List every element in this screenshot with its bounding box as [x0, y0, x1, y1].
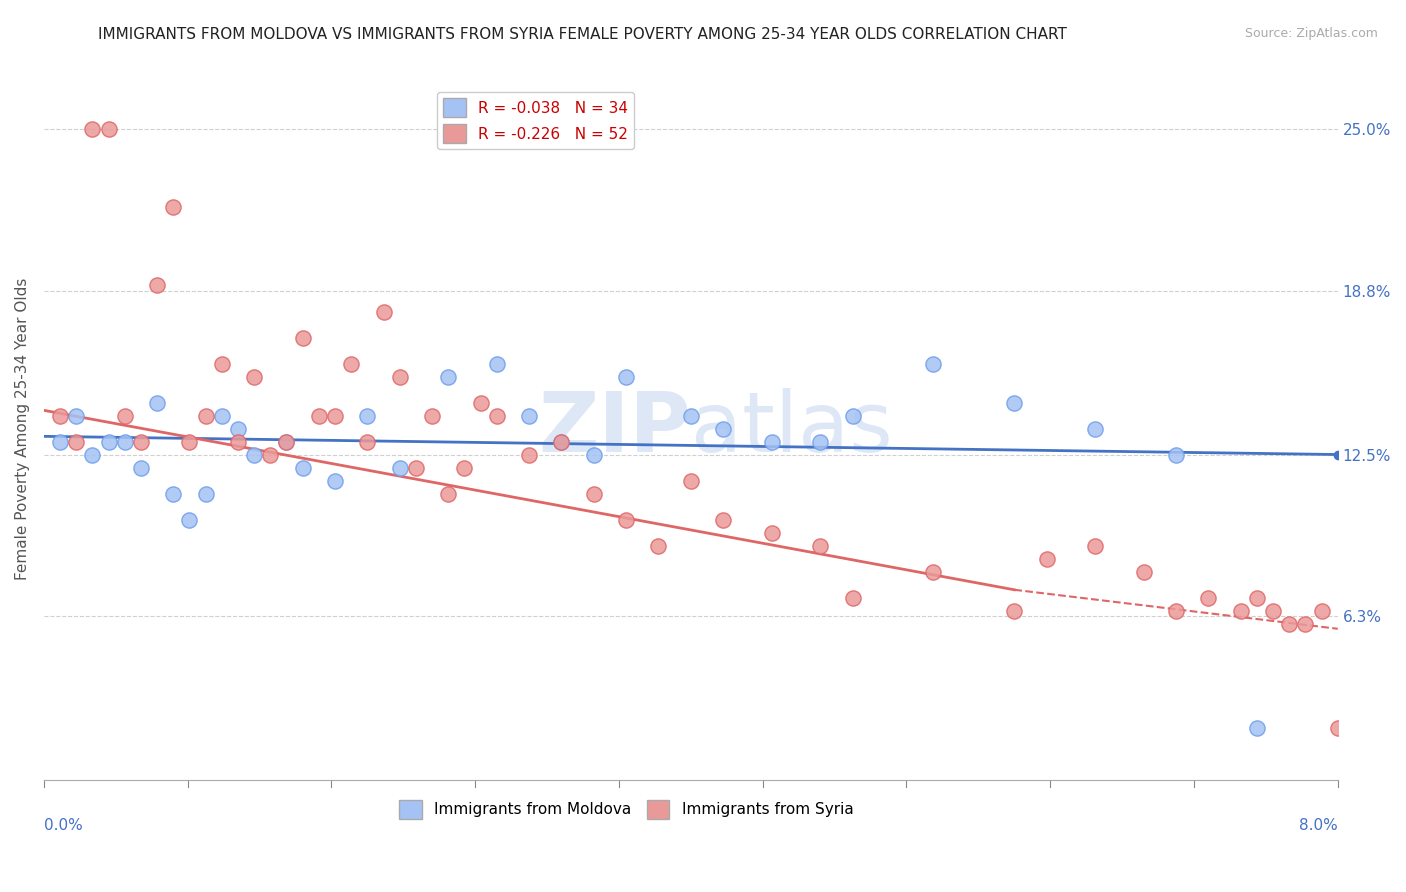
- Point: [470, 395, 492, 409]
- Point: [614, 512, 637, 526]
- Point: [276, 434, 298, 449]
- Point: [388, 460, 411, 475]
- Point: [291, 460, 314, 475]
- Point: [356, 409, 378, 423]
- Point: [1132, 565, 1154, 579]
- Point: [517, 409, 540, 423]
- Point: [1310, 604, 1333, 618]
- Point: [1164, 448, 1187, 462]
- Point: [1164, 604, 1187, 618]
- Point: [226, 421, 249, 435]
- Point: [1084, 421, 1107, 435]
- Point: [114, 409, 136, 423]
- Point: [1294, 616, 1316, 631]
- Point: [761, 434, 783, 449]
- Point: [922, 565, 945, 579]
- Point: [194, 409, 217, 423]
- Point: [1084, 539, 1107, 553]
- Point: [97, 122, 120, 136]
- Point: [711, 421, 734, 435]
- Point: [194, 486, 217, 500]
- Point: [323, 474, 346, 488]
- Point: [922, 357, 945, 371]
- Point: [405, 460, 427, 475]
- Point: [437, 486, 460, 500]
- Point: [1246, 591, 1268, 605]
- Point: [453, 460, 475, 475]
- Point: [49, 409, 72, 423]
- Point: [340, 357, 363, 371]
- Point: [761, 525, 783, 540]
- Point: [259, 448, 281, 462]
- Point: [808, 434, 831, 449]
- Point: [679, 474, 702, 488]
- Point: [356, 434, 378, 449]
- Point: [49, 434, 72, 449]
- Point: [65, 434, 87, 449]
- Point: [582, 486, 605, 500]
- Point: [146, 395, 169, 409]
- Point: [647, 539, 669, 553]
- Point: [420, 409, 443, 423]
- Point: [1278, 616, 1301, 631]
- Point: [711, 512, 734, 526]
- Point: [808, 539, 831, 553]
- Point: [82, 448, 104, 462]
- Text: atlas: atlas: [690, 388, 893, 469]
- Point: [1326, 721, 1348, 735]
- Point: [211, 409, 233, 423]
- Point: [276, 434, 298, 449]
- Point: [82, 122, 104, 136]
- Point: [614, 369, 637, 384]
- Point: [388, 369, 411, 384]
- Point: [1002, 395, 1025, 409]
- Point: [373, 304, 395, 318]
- Text: 8.0%: 8.0%: [1299, 818, 1337, 833]
- Point: [179, 512, 201, 526]
- Text: Source: ZipAtlas.com: Source: ZipAtlas.com: [1244, 27, 1378, 40]
- Point: [1229, 604, 1251, 618]
- Point: [1261, 604, 1284, 618]
- Point: [841, 591, 863, 605]
- Point: [582, 448, 605, 462]
- Point: [243, 369, 266, 384]
- Point: [179, 434, 201, 449]
- Point: [437, 369, 460, 384]
- Point: [550, 434, 572, 449]
- Legend: Immigrants from Moldova, Immigrants from Syria: Immigrants from Moldova, Immigrants from…: [392, 794, 859, 824]
- Point: [114, 434, 136, 449]
- Text: 0.0%: 0.0%: [44, 818, 83, 833]
- Y-axis label: Female Poverty Among 25-34 Year Olds: Female Poverty Among 25-34 Year Olds: [15, 277, 30, 580]
- Point: [226, 434, 249, 449]
- Point: [679, 409, 702, 423]
- Point: [146, 278, 169, 293]
- Point: [129, 434, 152, 449]
- Point: [1197, 591, 1219, 605]
- Text: ZIP: ZIP: [538, 388, 690, 469]
- Point: [1002, 604, 1025, 618]
- Text: IMMIGRANTS FROM MOLDOVA VS IMMIGRANTS FROM SYRIA FEMALE POVERTY AMONG 25-34 YEAR: IMMIGRANTS FROM MOLDOVA VS IMMIGRANTS FR…: [98, 27, 1067, 42]
- Point: [485, 409, 508, 423]
- Point: [162, 486, 184, 500]
- Point: [841, 409, 863, 423]
- Point: [97, 434, 120, 449]
- Point: [550, 434, 572, 449]
- Point: [162, 201, 184, 215]
- Point: [323, 409, 346, 423]
- Point: [65, 409, 87, 423]
- Point: [291, 330, 314, 344]
- Point: [211, 357, 233, 371]
- Point: [485, 357, 508, 371]
- Point: [1035, 551, 1057, 566]
- Point: [308, 409, 330, 423]
- Point: [129, 460, 152, 475]
- Point: [517, 448, 540, 462]
- Point: [1246, 721, 1268, 735]
- Point: [243, 448, 266, 462]
